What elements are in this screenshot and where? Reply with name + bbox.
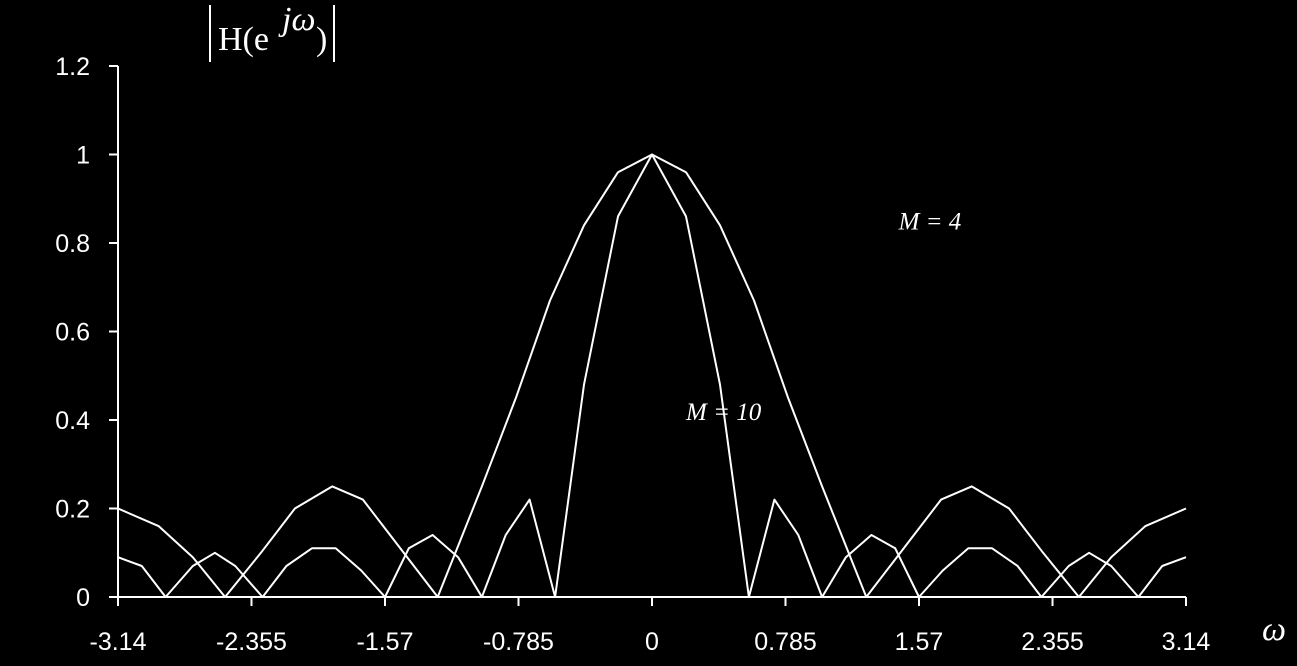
x-tick-label: -3.14 — [90, 628, 147, 656]
x-axis-label: ω — [1262, 611, 1286, 648]
x-tick-label: 0.785 — [754, 628, 817, 656]
axes — [109, 65, 1187, 606]
x-tick-label: 1.57 — [895, 628, 944, 656]
series-line-m4 — [117, 153, 1187, 598]
y-tick-label: 0.4 — [55, 407, 90, 435]
series-annotation: M = 10 — [685, 399, 762, 426]
series-group — [117, 153, 1187, 598]
y-tick-label: 1.2 — [55, 53, 90, 81]
x-tick-label: -1.57 — [357, 628, 414, 656]
x-tick-label: 2.355 — [1021, 628, 1084, 656]
y-tick-label: 1 — [76, 142, 90, 170]
y-axis-label-exponent: jω — [278, 1, 315, 38]
series-line-m10 — [117, 153, 1187, 598]
y-tick-label: 0.6 — [55, 319, 90, 347]
x-tick-label: 3.14 — [1162, 628, 1211, 656]
y-axis-label-close: ) — [316, 21, 327, 58]
y-axis-label: H(e — [218, 21, 269, 58]
y-tick-label: 0.8 — [55, 230, 90, 258]
series-annotation: M = 4 — [898, 209, 962, 236]
x-tick-label: -0.785 — [483, 628, 554, 656]
x-tick-label: 0 — [645, 628, 659, 656]
y-tick-label: 0.2 — [55, 496, 90, 524]
x-tick-label: -2.355 — [216, 628, 287, 656]
labels-group: 0 0.2 0.4 0.6 0.8 1 1.2 -3.14 -2.355 -1.57 -0.785 0… — [55, 1, 1286, 656]
y-tick-label: 0 — [76, 584, 90, 612]
